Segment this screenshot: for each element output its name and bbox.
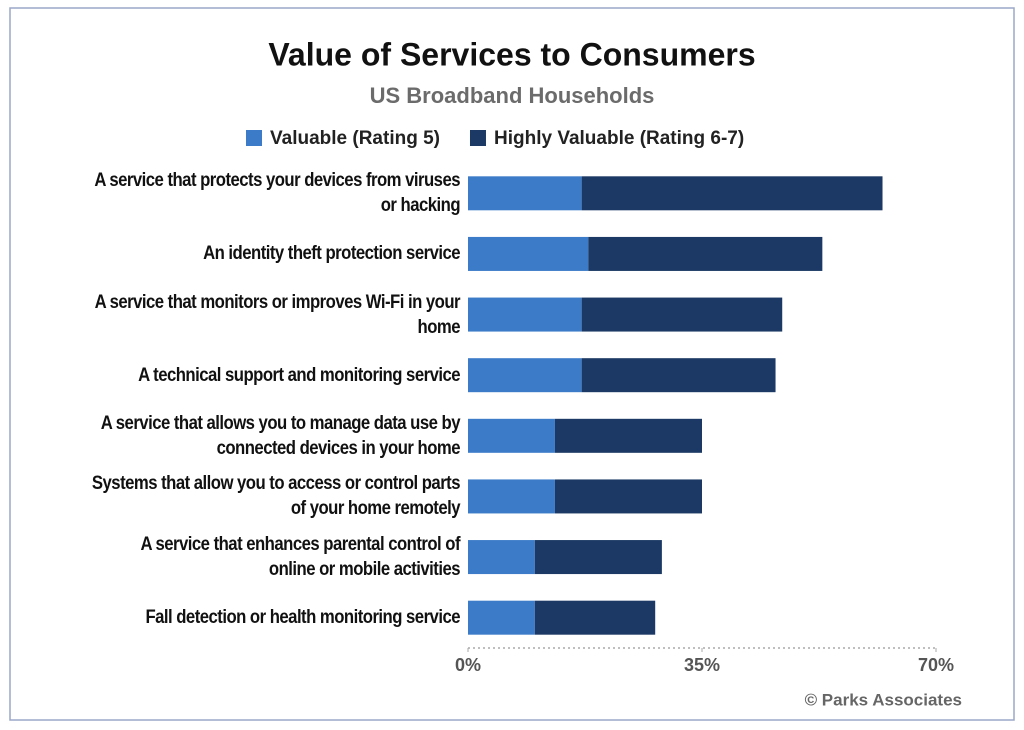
legend-label: Valuable (Rating 5) bbox=[270, 128, 440, 149]
bar-segment bbox=[534, 600, 656, 635]
x-tick-label: 70% bbox=[918, 655, 954, 675]
bar-segment bbox=[581, 358, 776, 393]
bar-segment bbox=[468, 479, 555, 514]
bar-segment bbox=[468, 540, 535, 575]
bar-segment bbox=[468, 418, 555, 453]
category-label: An identity theft protection service bbox=[203, 243, 460, 265]
bar-segment bbox=[468, 236, 589, 271]
frame bbox=[9, 7, 1015, 721]
legend-label: Highly Valuable (Rating 6-7) bbox=[494, 128, 744, 149]
category-label: A service that monitors or improves Wi-F… bbox=[94, 291, 461, 338]
bar-segment bbox=[468, 600, 535, 635]
category-label: Fall detection or health monitoring serv… bbox=[145, 607, 461, 629]
source: © Parks Associates bbox=[805, 690, 962, 709]
bar-segment bbox=[468, 297, 582, 332]
category-label: A service that protects your devices fro… bbox=[94, 170, 461, 217]
category-label: Systems that allow you to access or cont… bbox=[91, 473, 461, 520]
bar-segment bbox=[468, 176, 582, 211]
bar-segment bbox=[468, 358, 582, 393]
bar-segment bbox=[581, 176, 883, 211]
x-tick-label: 0% bbox=[455, 655, 481, 675]
category-label: A service that allows you to manage data… bbox=[100, 412, 461, 459]
bar-segment bbox=[554, 418, 702, 453]
legend-swatch bbox=[246, 130, 262, 146]
x-tick-label: 35% bbox=[684, 655, 720, 675]
category-label: A service that enhances parental control… bbox=[140, 534, 460, 581]
category-label: A technical support and monitoring servi… bbox=[138, 364, 460, 386]
bar-segment bbox=[581, 297, 783, 332]
chart-subtitle: US Broadband Households bbox=[370, 83, 655, 108]
legend-swatch bbox=[469, 130, 486, 146]
bar-segment bbox=[588, 236, 823, 271]
chart-title: Value of Services to Consumers bbox=[268, 36, 755, 72]
bar-segment bbox=[554, 479, 702, 514]
bar-segment bbox=[534, 540, 662, 575]
